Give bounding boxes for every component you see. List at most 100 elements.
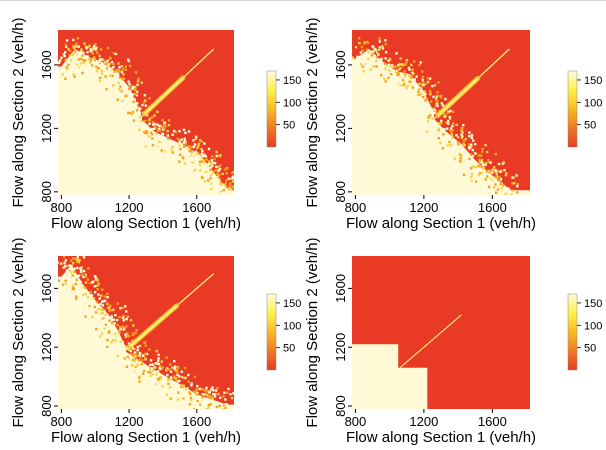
heatmap-speck xyxy=(135,136,138,139)
heatmap-speck xyxy=(468,131,471,134)
heatmap-speck xyxy=(127,59,131,63)
heatmap-speck xyxy=(196,146,199,150)
heatmap-speck xyxy=(113,85,117,88)
heatmap-speck xyxy=(135,109,139,112)
heatmap-speck xyxy=(111,74,114,77)
heatmap-speck xyxy=(93,305,97,309)
heatmap-speck xyxy=(229,188,233,191)
heatmap-speck xyxy=(398,63,401,66)
heatmap-speck xyxy=(432,140,435,143)
heatmap-speck xyxy=(428,89,432,93)
heatmap-speck xyxy=(128,64,132,68)
heatmap-speck xyxy=(151,116,154,119)
heatmap-speck xyxy=(219,153,222,157)
heatmap-speck xyxy=(222,183,225,186)
heatmap-speck xyxy=(482,166,485,170)
heatmap-speck xyxy=(62,266,65,269)
heatmap-speck xyxy=(189,396,193,400)
heatmap-speck xyxy=(151,363,154,366)
heatmap-speck xyxy=(384,67,387,70)
heatmap-speck xyxy=(435,100,439,103)
heatmap-speck xyxy=(399,88,402,91)
heatmap-speck xyxy=(166,373,169,377)
heatmap-speck xyxy=(474,152,477,155)
heatmap-speck xyxy=(470,175,473,179)
heatmap-speck xyxy=(132,93,135,96)
heatmap-speck xyxy=(71,274,74,277)
colorbar-tick-label: 100 xyxy=(283,320,301,332)
heatmap-speck xyxy=(81,273,84,276)
heatmap-speck xyxy=(429,93,432,96)
heatmap-speck xyxy=(136,83,139,86)
heatmap-speck xyxy=(87,57,91,61)
heatmap-speck xyxy=(361,65,365,68)
heatmap-speck xyxy=(166,134,170,137)
heatmap-speck xyxy=(497,183,500,186)
heatmap-speck xyxy=(73,50,77,53)
heatmap-speck xyxy=(231,185,234,188)
heatmap-speck xyxy=(98,54,101,58)
heatmap-speck xyxy=(148,348,151,351)
heatmap-speck xyxy=(422,81,425,84)
heatmap-speck xyxy=(126,315,130,318)
heatmap-speck xyxy=(186,387,189,390)
heatmap-speck xyxy=(225,179,228,182)
heatmap-speck xyxy=(121,325,124,328)
heatmap-speck xyxy=(457,143,460,146)
heatmap-speck xyxy=(444,114,448,117)
heatmap-speck xyxy=(204,155,208,158)
heatmap-speck xyxy=(87,267,90,270)
heatmap-speck xyxy=(190,406,194,409)
heatmap-speck xyxy=(499,170,502,173)
heatmap-speck xyxy=(149,368,152,371)
heatmap-speck xyxy=(224,193,228,195)
heatmap-speck xyxy=(213,417,215,419)
heatmap-speck xyxy=(132,333,135,337)
heatmap-speck xyxy=(161,366,164,369)
heatmap-speck xyxy=(178,130,181,133)
heatmap-speck xyxy=(177,148,180,151)
heatmap-speck xyxy=(220,191,223,195)
heatmap-speck xyxy=(123,95,127,98)
heatmap-speck xyxy=(105,88,108,91)
heatmap-speck xyxy=(354,46,358,49)
heatmap-speck xyxy=(467,146,471,149)
heatmap-speck xyxy=(141,103,144,107)
heatmap-speck xyxy=(149,131,153,134)
heatmap-speck xyxy=(103,309,106,313)
heatmap-speck xyxy=(472,177,476,180)
heatmap-speck xyxy=(65,264,69,268)
colorbar-tick-label: 150 xyxy=(584,298,602,310)
heatmap-speck xyxy=(107,331,110,334)
plot-area xyxy=(352,256,530,409)
heatmap-speck xyxy=(95,76,98,79)
heatmap-speck xyxy=(135,90,139,93)
heatmap-speck xyxy=(108,309,111,312)
heatmap-speck xyxy=(485,177,489,180)
heatmap-speck xyxy=(114,341,117,344)
heatmap-speck xyxy=(76,260,79,263)
heatmap-speck xyxy=(500,194,503,195)
heatmap-speck xyxy=(92,297,96,300)
heatmap-speck xyxy=(134,357,137,361)
heatmap-speck xyxy=(193,168,197,171)
heatmap-speck xyxy=(97,308,100,311)
x-tick-label: 800 xyxy=(51,200,73,215)
heatmap-speck xyxy=(164,124,167,128)
heatmap-speck xyxy=(81,71,84,75)
heatmap-speck xyxy=(478,172,482,175)
heatmap-speck xyxy=(70,264,73,268)
heatmap-speck xyxy=(443,127,446,131)
heatmap-speck xyxy=(182,161,185,164)
heatmap-speck xyxy=(196,403,200,407)
heatmap-speck xyxy=(223,391,226,394)
heatmap-speck xyxy=(399,57,402,60)
heatmap-speck xyxy=(385,66,389,69)
heatmap-speck xyxy=(449,109,452,113)
x-axis-label: Flow along Section 1 (veh/h) xyxy=(346,215,536,232)
heatmap-speck xyxy=(513,200,515,202)
heatmap-speck xyxy=(157,357,160,360)
heatmap-speck xyxy=(173,147,176,151)
heatmap-speck xyxy=(80,48,83,51)
heatmap-speck xyxy=(115,69,118,72)
